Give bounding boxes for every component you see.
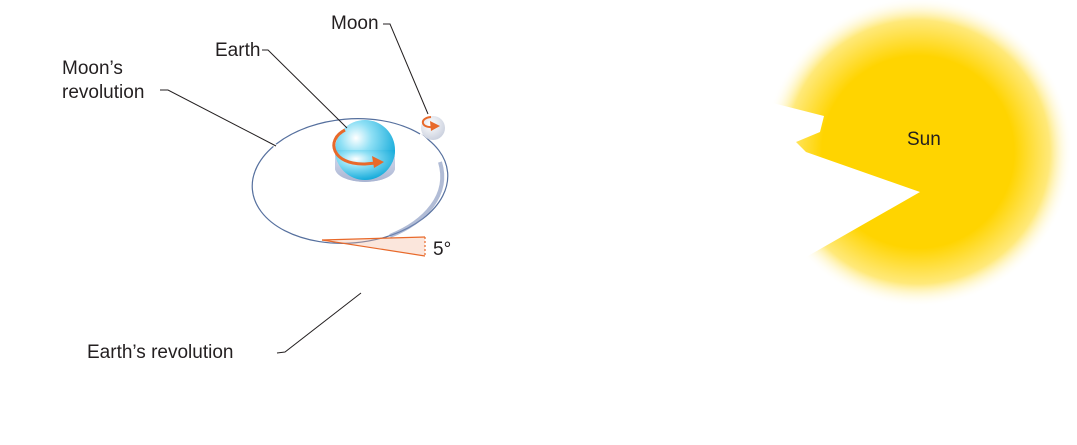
sun-label: Sun [907,129,941,150]
moon-label: Moon [331,13,379,34]
orbital-plane [12,30,920,440]
moon-rotation-arrow [421,116,433,129]
moons-revolution-label-line2: revolution [62,82,144,103]
inclination-angle [321,236,426,257]
moons-revolution-label-line1: Moon’s [62,58,123,79]
earth-label: Earth [215,40,260,61]
angle-label: 5° [433,239,451,260]
moons-revolution-orbit [251,118,449,244]
moon [421,116,445,140]
earth-rotation-arrow [332,128,377,166]
earth [332,120,395,182]
earths-revolution-label: Earth’s revolution [87,342,233,363]
leader-lines [160,23,429,354]
